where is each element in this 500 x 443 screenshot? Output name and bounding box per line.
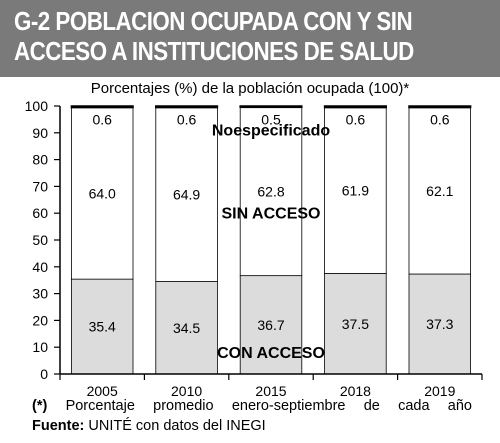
y-tick-label: 80 <box>32 152 48 168</box>
data-label: 64.9 <box>173 187 200 203</box>
data-label: 0.5 <box>261 111 281 127</box>
chart-title: G-2 POBLACION OCUPADA CON Y SIN ACCESO A… <box>14 6 414 66</box>
y-tick-label: 30 <box>32 286 48 302</box>
bar-segment <box>239 105 303 109</box>
bar-segment <box>70 107 134 280</box>
y-tick-label: 20 <box>32 312 48 328</box>
bar-segment <box>324 273 387 375</box>
data-label: 37.3 <box>426 316 453 332</box>
data-label: 36.7 <box>257 317 284 333</box>
footnote-text: Porcentaje promedio enero-septiembre de … <box>65 398 472 414</box>
y-tick-label: 70 <box>32 178 48 194</box>
source-label: Fuente: <box>32 418 85 434</box>
y-tick-label: 60 <box>32 205 48 221</box>
bar-segment <box>408 273 472 375</box>
data-label: 62.8 <box>257 183 284 199</box>
data-label: 37.5 <box>342 316 369 332</box>
bar-segment <box>155 107 218 282</box>
bar-segment <box>70 105 134 109</box>
source-text: UNITÉ con datos del INEGI <box>88 418 266 434</box>
y-tick-label: 50 <box>32 232 48 248</box>
source-line: Fuente: UNITÉ con datos del INEGI <box>32 418 266 434</box>
label-no-especificado: Noespecificado <box>212 122 330 139</box>
y-tick-label: 100 <box>25 98 49 114</box>
footnote: (*) Porcentaje promedio enero-septiembre… <box>32 398 472 414</box>
data-label: 0.6 <box>430 111 450 127</box>
bar-segment <box>323 105 387 109</box>
bar-segment <box>155 281 218 375</box>
x-tick-label: 2005 <box>87 383 118 399</box>
bar-segment <box>239 106 303 277</box>
x-tick-label: 2018 <box>340 383 371 399</box>
bar-segment <box>70 278 134 375</box>
bar-segment <box>239 275 303 375</box>
footnote-mark: (*) <box>32 398 48 414</box>
bar-segment <box>408 105 472 109</box>
data-label: 0.6 <box>92 111 112 127</box>
x-tick-label: 2015 <box>255 383 286 399</box>
data-label: 61.9 <box>342 183 369 199</box>
bar-segment <box>155 105 219 109</box>
data-label: 35.4 <box>89 319 116 335</box>
label-con-acceso: CON ACCESO <box>217 345 325 362</box>
data-label: 0.6 <box>346 111 366 127</box>
bar-segment <box>408 107 472 275</box>
data-label: 62.1 <box>426 183 453 199</box>
data-label: 64.0 <box>89 185 116 201</box>
y-tick-label: 10 <box>32 339 48 355</box>
x-tick-label: 2010 <box>171 383 202 399</box>
x-tick-label: 2019 <box>424 383 455 399</box>
bar-segment <box>324 107 387 274</box>
data-label: 0.6 <box>177 111 197 127</box>
y-tick-label: 40 <box>32 259 48 275</box>
y-tick-label: 90 <box>32 125 48 141</box>
y-tick-label: 0 <box>40 366 48 382</box>
chart-subtitle: Porcentajes (%) de la población ocupada … <box>90 80 410 97</box>
data-label: 34.5 <box>173 320 200 336</box>
label-sin-acceso: SIN ACCESO <box>222 206 321 223</box>
title-banner: G-2 POBLACION OCUPADA CON Y SIN ACCESO A… <box>0 0 500 77</box>
